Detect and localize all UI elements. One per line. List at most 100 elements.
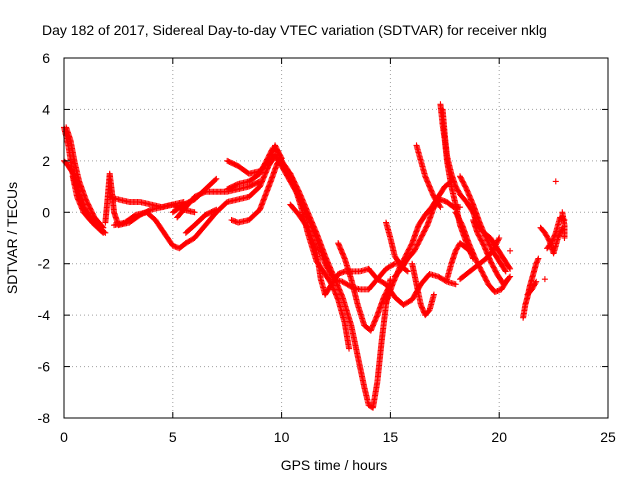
data-point <box>420 229 427 236</box>
y-tick-label: 6 <box>42 50 50 66</box>
data-point <box>276 151 283 158</box>
data-point <box>552 178 559 185</box>
data-point <box>84 199 91 205</box>
y-tick-label: 2 <box>42 153 50 169</box>
data-point <box>452 281 459 288</box>
data-point <box>411 247 418 254</box>
data-point <box>506 264 513 271</box>
x-tick-label: 25 <box>600 429 616 445</box>
y-tick-labels: -8 -6 -4 -2 0 2 4 6 <box>38 50 51 426</box>
data-point <box>452 209 459 216</box>
data-point <box>491 244 498 250</box>
data-point <box>469 249 475 256</box>
data-point <box>457 173 464 180</box>
data-point <box>430 291 437 298</box>
data-point <box>477 235 484 241</box>
data-point <box>417 235 424 241</box>
y-tick-label: -4 <box>38 307 51 323</box>
data-point <box>101 229 108 235</box>
data-point <box>476 233 483 240</box>
data-point <box>406 245 413 252</box>
data-point <box>507 273 514 280</box>
axis-ticks <box>63 57 609 419</box>
data-point <box>275 148 282 155</box>
data-point <box>490 245 497 252</box>
data-point <box>472 256 479 263</box>
data-point <box>453 211 460 218</box>
data-point <box>421 228 428 235</box>
data-point <box>507 265 514 272</box>
data-point <box>531 281 538 288</box>
data-point <box>480 241 487 248</box>
data-point <box>418 233 425 240</box>
data-point <box>415 240 422 247</box>
data-point <box>233 181 240 188</box>
data-point <box>404 249 411 256</box>
data-point <box>412 245 419 252</box>
data-point <box>460 181 467 187</box>
y-tick-label: -8 <box>38 410 51 426</box>
data-point <box>416 237 423 244</box>
data-point <box>213 175 220 182</box>
data-point <box>491 265 498 272</box>
data-point <box>417 236 424 243</box>
y-tick-label: -6 <box>38 359 51 375</box>
data-point <box>88 209 95 216</box>
data-point <box>490 246 497 253</box>
data-point <box>457 218 464 225</box>
data-point <box>437 204 444 211</box>
data-point <box>488 259 495 266</box>
x-tick-label: 5 <box>169 429 177 445</box>
data-point <box>490 263 497 270</box>
data-point <box>423 224 430 231</box>
data-point <box>421 227 428 234</box>
data-point <box>87 205 94 212</box>
data-point <box>436 203 443 209</box>
data-point <box>102 229 109 236</box>
x-tick-labels: 0 5 10 15 20 25 <box>60 429 616 445</box>
data-point <box>502 268 509 275</box>
data-point <box>201 189 208 196</box>
data-point <box>405 247 412 254</box>
data-point <box>457 174 464 181</box>
data-point <box>460 179 467 186</box>
data-point <box>419 231 426 238</box>
data-point <box>486 241 493 248</box>
data-point <box>277 154 284 160</box>
data-point <box>475 232 482 239</box>
x-tick-label: 0 <box>60 429 68 445</box>
data-point <box>85 202 92 209</box>
data-point <box>273 145 280 151</box>
data-point <box>462 184 469 191</box>
data-point <box>477 265 484 272</box>
data-point <box>272 143 279 150</box>
data-point <box>480 271 487 277</box>
data-point <box>495 236 502 243</box>
data-point <box>86 204 93 211</box>
data-point <box>485 240 492 247</box>
data-point <box>487 258 494 265</box>
chart-title: Day 182 of 2017, Sidereal Day-to-day VTE… <box>42 22 547 38</box>
data-point <box>487 242 494 249</box>
data-point <box>490 264 497 271</box>
data-point <box>88 208 95 214</box>
data-point <box>483 277 490 284</box>
data-point <box>403 250 410 257</box>
data-point <box>481 273 488 280</box>
data-point <box>87 206 94 213</box>
data-point <box>535 255 542 262</box>
data-point <box>89 210 96 217</box>
data-point <box>458 220 465 227</box>
data-point <box>472 255 479 262</box>
data-point <box>413 242 420 249</box>
data-point <box>478 268 485 275</box>
y-tick-label: -2 <box>38 256 51 272</box>
data-point <box>90 211 97 218</box>
x-tick-label: 10 <box>274 429 290 445</box>
data-point <box>85 201 92 208</box>
data-point <box>407 244 414 250</box>
data-point <box>473 258 480 265</box>
y-tick-label: 4 <box>42 101 50 117</box>
data-point <box>423 223 430 230</box>
